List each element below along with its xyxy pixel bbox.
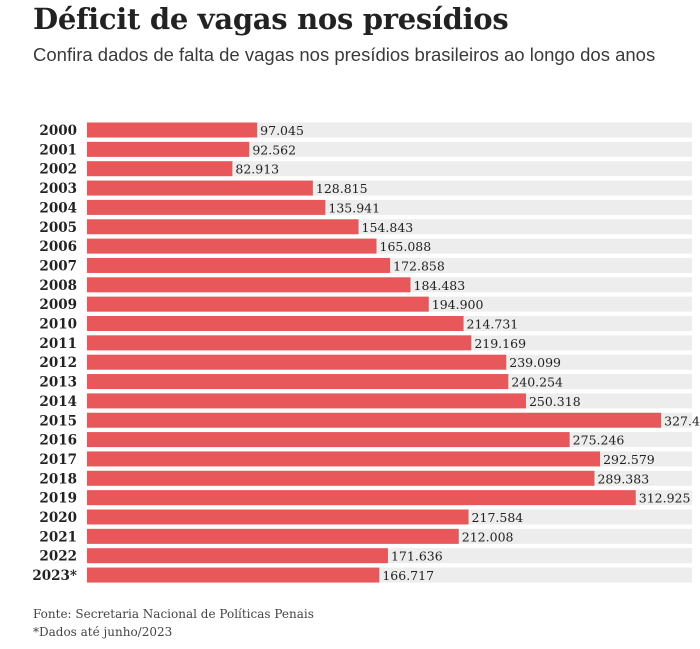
- chart-subtitle: Confira dados de falta de vagas nos pres…: [33, 44, 656, 65]
- bar-2008: [87, 277, 411, 293]
- value-label: 172.858: [393, 258, 445, 273]
- year-label: 2018: [39, 471, 77, 487]
- value-label: 194.900: [432, 297, 484, 312]
- bar-2004: [87, 199, 326, 215]
- value-label: 184.483: [414, 278, 466, 293]
- value-label: 82.913: [235, 162, 279, 177]
- bar-2010: [87, 316, 464, 331]
- value-label: 289.383: [597, 471, 649, 486]
- year-label: 2013: [39, 375, 77, 391]
- year-label: 2001: [39, 142, 77, 158]
- value-label: 219.169: [474, 336, 526, 351]
- year-label: 2021: [39, 529, 77, 545]
- bar-2023-star: [87, 567, 380, 583]
- bar-2002: [87, 161, 233, 177]
- bar-2022: [87, 548, 388, 564]
- bar-2015: [87, 412, 662, 428]
- bar-2013: [87, 374, 509, 390]
- year-label: 2008: [39, 278, 77, 294]
- value-label: 154.843: [362, 220, 414, 235]
- year-label: 2002: [39, 162, 77, 178]
- value-label: 135.941: [328, 200, 380, 215]
- bar-2016: [87, 432, 570, 448]
- bar-2009: [87, 296, 429, 312]
- year-label: 2023*: [32, 568, 77, 584]
- year-label: 2000: [39, 123, 77, 139]
- value-label: 292.579: [603, 452, 655, 467]
- footnote: *Dados até junho/2023: [33, 625, 173, 639]
- year-label: 2012: [39, 355, 77, 371]
- value-label: 312.925: [639, 491, 691, 506]
- value-label: 128.815: [316, 181, 368, 196]
- bar-2006: [87, 238, 377, 254]
- year-label: 2017: [39, 452, 77, 468]
- bar-2000: [87, 122, 258, 138]
- chart-title: Déficit de vagas nos presídios: [33, 2, 509, 36]
- bar-2019: [87, 490, 636, 506]
- bar-2011: [87, 335, 472, 351]
- bar-2001: [87, 141, 250, 157]
- year-label: 2022: [39, 549, 77, 565]
- value-label: 327.417: [664, 413, 700, 428]
- value-label: 217.584: [472, 510, 524, 525]
- year-label: 2004: [39, 200, 77, 216]
- year-label: 2020: [39, 510, 77, 526]
- bar-2005: [87, 219, 359, 235]
- row-band: [87, 161, 692, 177]
- value-label: 92.562: [252, 142, 296, 157]
- bar-2020: [87, 509, 469, 525]
- bar-2012: [87, 354, 507, 370]
- year-label: 2016: [39, 433, 77, 449]
- bar-2021: [87, 528, 459, 544]
- value-label: 165.088: [380, 239, 432, 254]
- source-note: Fonte: Secretaria Nacional de Políticas …: [33, 607, 314, 621]
- bar-2003: [87, 180, 313, 196]
- year-label: 2006: [39, 239, 77, 255]
- year-label: 2014: [39, 394, 77, 410]
- year-label: 2010: [39, 317, 77, 333]
- bar-2007: [87, 257, 391, 273]
- year-label: 2005: [39, 220, 77, 236]
- bar-2017: [87, 451, 601, 467]
- value-label: 250.318: [529, 394, 581, 409]
- value-label: 239.099: [509, 355, 561, 370]
- year-label: 2007: [39, 258, 77, 274]
- value-label: 214.731: [467, 317, 519, 332]
- value-label: 166.717: [382, 568, 434, 583]
- year-label: 2019: [39, 491, 77, 507]
- value-label: 212.008: [462, 529, 514, 544]
- value-label: 97.045: [260, 123, 304, 138]
- year-label: 2015: [39, 413, 77, 429]
- year-label: 2003: [39, 181, 77, 197]
- value-label: 240.254: [511, 375, 563, 390]
- bar-2018: [87, 470, 595, 486]
- year-label: 2011: [39, 336, 77, 352]
- value-label: 171.636: [391, 549, 443, 564]
- value-label: 275.246: [573, 433, 625, 448]
- year-label: 2009: [39, 297, 77, 313]
- bar-2014: [87, 393, 526, 409]
